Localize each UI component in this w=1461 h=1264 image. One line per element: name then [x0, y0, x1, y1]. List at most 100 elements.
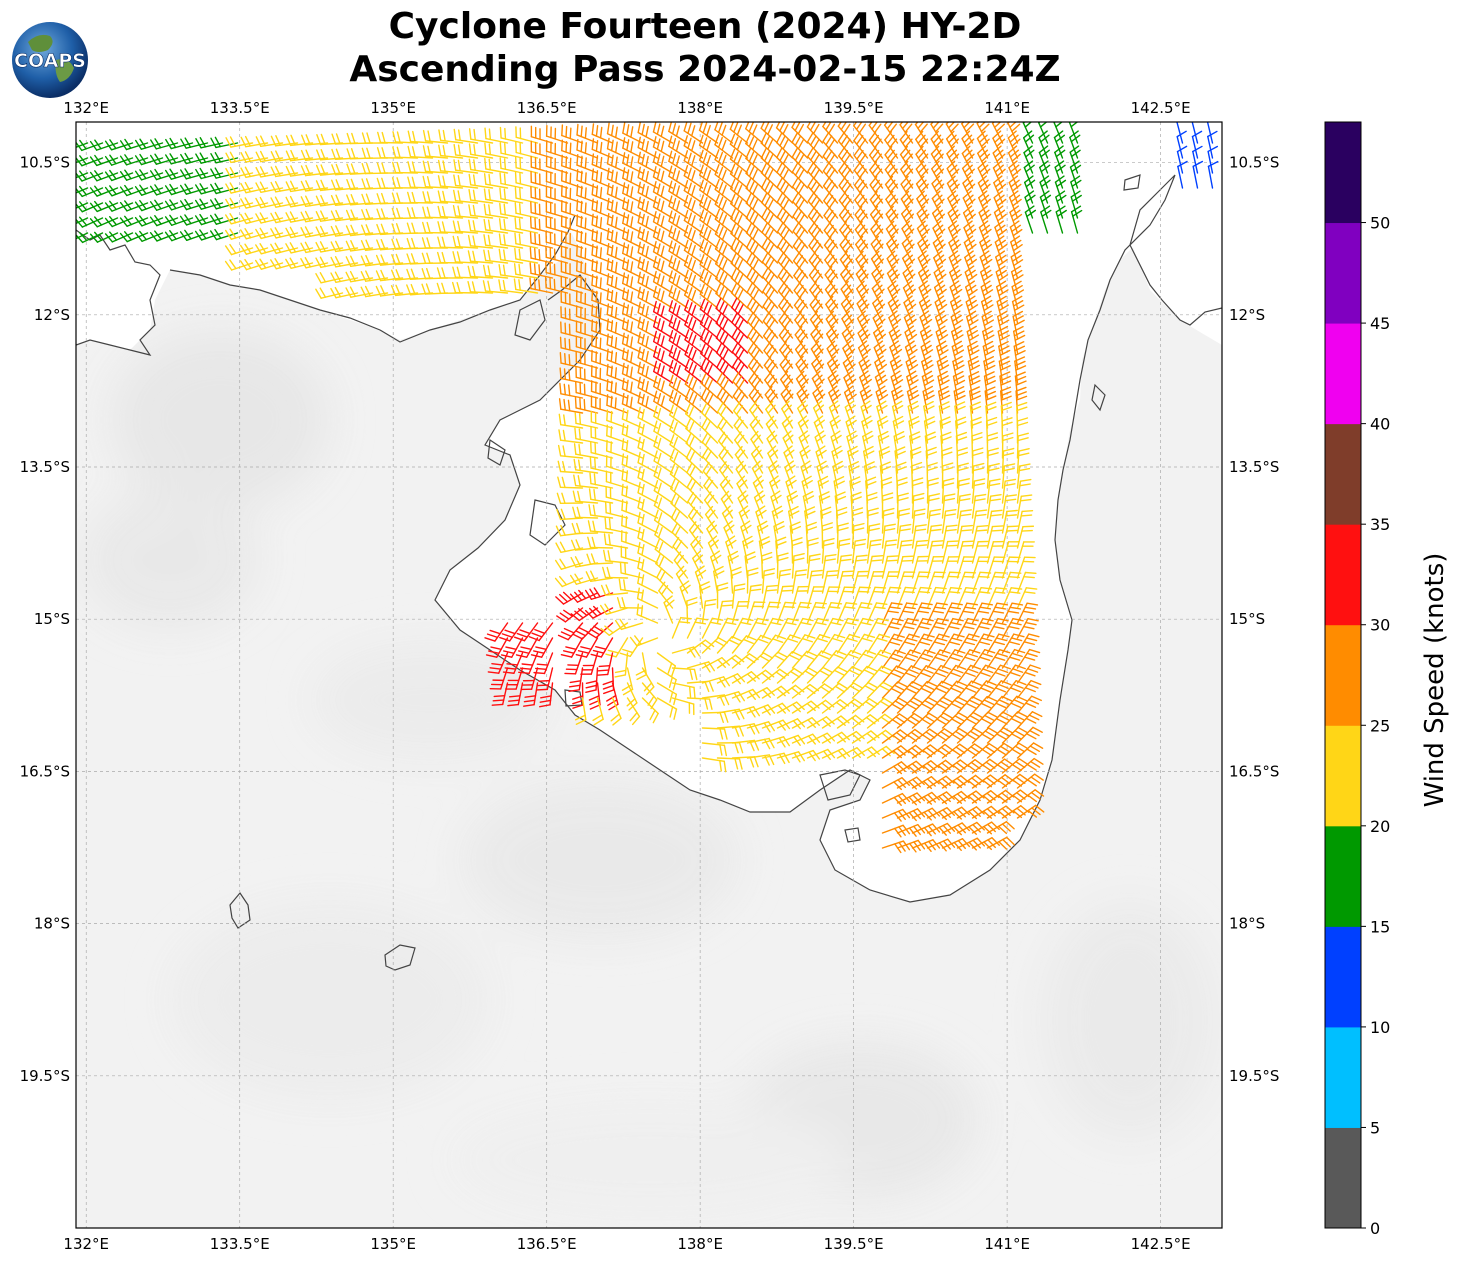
lat-tick-label-right: 10.5°S [1229, 154, 1279, 172]
wind-barb [555, 541, 584, 554]
wind-barb [637, 376, 659, 399]
wind-barb [714, 122, 734, 144]
wind-barb [731, 312, 749, 339]
wind-barb [745, 133, 764, 159]
wind-barb [986, 525, 1004, 549]
wind-barb [653, 509, 674, 534]
wind-barb [888, 310, 902, 339]
wind-barb [956, 493, 971, 519]
wind-barb [721, 505, 734, 534]
wind-barb [591, 198, 614, 219]
wind-barb [1039, 160, 1051, 189]
wind-barb [738, 505, 750, 534]
wind-barb [776, 147, 794, 174]
wind-barb [637, 391, 659, 414]
lat-tick-label-left: 13.5°S [20, 458, 70, 476]
wind-barb [806, 132, 824, 159]
wind-barb [575, 305, 599, 324]
wind-barb [164, 214, 194, 226]
wind-barb [653, 479, 674, 504]
wind-barb [731, 327, 749, 354]
wind-barb [422, 191, 449, 204]
wind-barb [637, 451, 659, 474]
wind-barb [652, 255, 674, 279]
wind-barb [702, 461, 719, 489]
wind-barb [484, 142, 509, 159]
wind-barb [605, 485, 629, 504]
wind-barb [745, 193, 764, 219]
wind-barb [89, 185, 119, 197]
wind-barb [104, 215, 134, 228]
wind-barb [134, 230, 164, 242]
wind-barb [777, 251, 794, 279]
wind-barb [1023, 145, 1035, 174]
lon-tick-label-top: 139.5°E [824, 99, 884, 117]
lon-tick-label-top: 136.5°E [517, 99, 577, 117]
wind-barb [1069, 145, 1081, 174]
wind-barb [729, 163, 749, 189]
wind-barb [868, 146, 884, 174]
wind-barb [483, 249, 509, 264]
wind-barb [652, 210, 674, 234]
wind-barb [684, 284, 704, 309]
wind-barb [591, 289, 614, 309]
wind-barb [760, 162, 779, 189]
wind-barb [514, 217, 539, 234]
wind-barb [89, 170, 119, 182]
colorbar: 0 5 10 15 20 25 30 35 40 45 50 [1324, 121, 1390, 1238]
wind-barb [700, 387, 719, 414]
wind-barb [792, 206, 809, 234]
wind-barb [149, 230, 179, 242]
wind-barb [668, 315, 689, 339]
wind-barb [1192, 145, 1203, 174]
wind-barb [484, 127, 509, 144]
wind-barb [653, 494, 674, 519]
wind-barb [683, 164, 704, 189]
wind-barb [545, 215, 569, 234]
wind-barb [941, 477, 955, 504]
wind-barb [587, 520, 614, 534]
wind-barb [164, 230, 194, 242]
wind-barb [89, 154, 119, 167]
wind-barb [730, 253, 749, 279]
wind-barb [575, 350, 599, 369]
wind-barb [119, 215, 149, 227]
wind-barb [89, 200, 119, 213]
wind-barb [971, 478, 986, 504]
wind-barb [575, 320, 599, 339]
wind-barb [700, 358, 719, 384]
wind-barb [668, 225, 689, 249]
wind-barb [714, 134, 734, 159]
wind-barb [884, 146, 899, 174]
wind-barb [829, 415, 841, 444]
wind-barb [573, 458, 599, 474]
wind-barb [514, 156, 539, 174]
wind-barb [903, 310, 917, 339]
wind-barb [1008, 160, 1022, 189]
wind-barb [467, 265, 494, 279]
wind-barb [948, 250, 962, 279]
wind-barb [715, 313, 734, 339]
wind-barb [590, 349, 614, 369]
wind-barb [76, 202, 89, 209]
wind-barb [730, 267, 749, 294]
wind-barb [1054, 175, 1067, 204]
wind-barb [603, 549, 629, 564]
wind-barb [984, 386, 997, 414]
wind-barb [746, 252, 764, 279]
wind-barb [652, 166, 674, 189]
colorbar-tick-label: 10 [1370, 1018, 1390, 1037]
wind-barb [733, 416, 749, 444]
wind-barb [545, 140, 569, 159]
wind-barb [668, 122, 689, 144]
lon-tick-label-bottom: 142.5°E [1131, 1235, 1191, 1253]
wind-barb [947, 205, 961, 234]
wind-barb [590, 395, 614, 414]
wind-barb [857, 340, 871, 369]
wind-barb [685, 433, 704, 459]
lon-tick-label-bottom: 138°E [677, 1235, 723, 1253]
wind-barb [992, 160, 1006, 189]
wind-barb [699, 328, 719, 354]
wind-barb [935, 325, 949, 354]
wind-barb [331, 179, 359, 191]
